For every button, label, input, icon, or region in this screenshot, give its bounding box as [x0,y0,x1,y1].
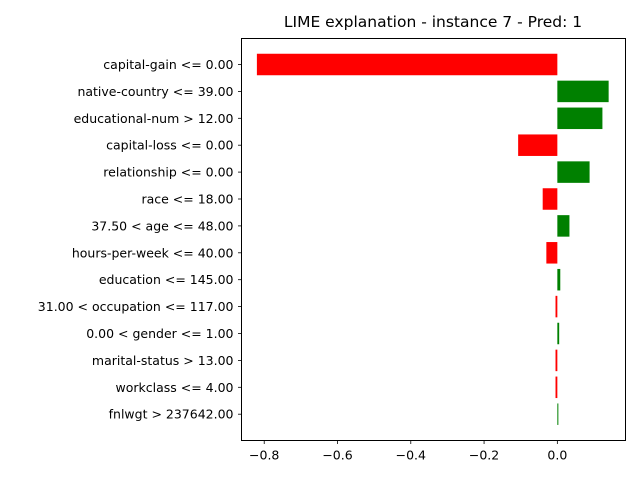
y-tick-label: 31.00 < occupation <= 117.00 [38,299,234,314]
y-tick-label: educational-num > 12.00 [74,111,234,126]
bar-4 [557,161,590,183]
y-tick-label: native-country <= 39.00 [77,84,233,99]
y-tick-label: marital-status > 13.00 [92,353,234,368]
x-tick-label: 0.0 [547,448,567,463]
y-tick-label: hours-per-week <= 40.00 [72,245,234,260]
y-tick-label: race <= 18.00 [141,192,233,207]
y-tick-label: 0.00 < gender <= 1.00 [86,326,233,341]
x-ticks: −0.8 −0.6 −0.4 −0.2 0.0 [249,440,567,463]
y-tick-label: relationship <= 0.00 [103,165,233,180]
bar-5 [542,188,558,210]
bar-7 [546,242,558,264]
x-tick-label: −0.2 [469,448,499,463]
y-tick-label: education <= 145.00 [99,272,234,287]
x-tick-label: −0.6 [322,448,352,463]
chart-title: LIME explanation - instance 7 - Pred: 1 [284,13,582,31]
bar-9 [555,295,558,318]
bar-10 [557,322,560,345]
y-tick-label: workclass <= 4.00 [115,380,233,395]
bar-8 [557,268,561,291]
y-tick-labels: capital-gain <= 0.00 native-country <= 39… [38,57,242,422]
x-tick-label: −0.4 [396,448,426,463]
bar-1 [557,80,609,103]
y-tick-label: fnlwgt > 237642.00 [109,407,234,422]
x-tick-label: −0.8 [249,448,279,463]
bar-12 [555,376,558,399]
bar-13 [557,403,559,425]
plot-frame [241,38,626,441]
bar-2 [557,107,603,130]
bars-group [256,53,609,425]
bar-11 [555,349,558,372]
y-tick-label: capital-gain <= 0.00 [103,57,233,72]
bar-6 [557,215,570,237]
bar-0 [256,53,558,76]
bar-3 [518,134,558,156]
y-tick-label: 37.50 < age <= 48.00 [91,218,233,233]
y-tick-label: capital-loss <= 0.00 [106,138,233,153]
